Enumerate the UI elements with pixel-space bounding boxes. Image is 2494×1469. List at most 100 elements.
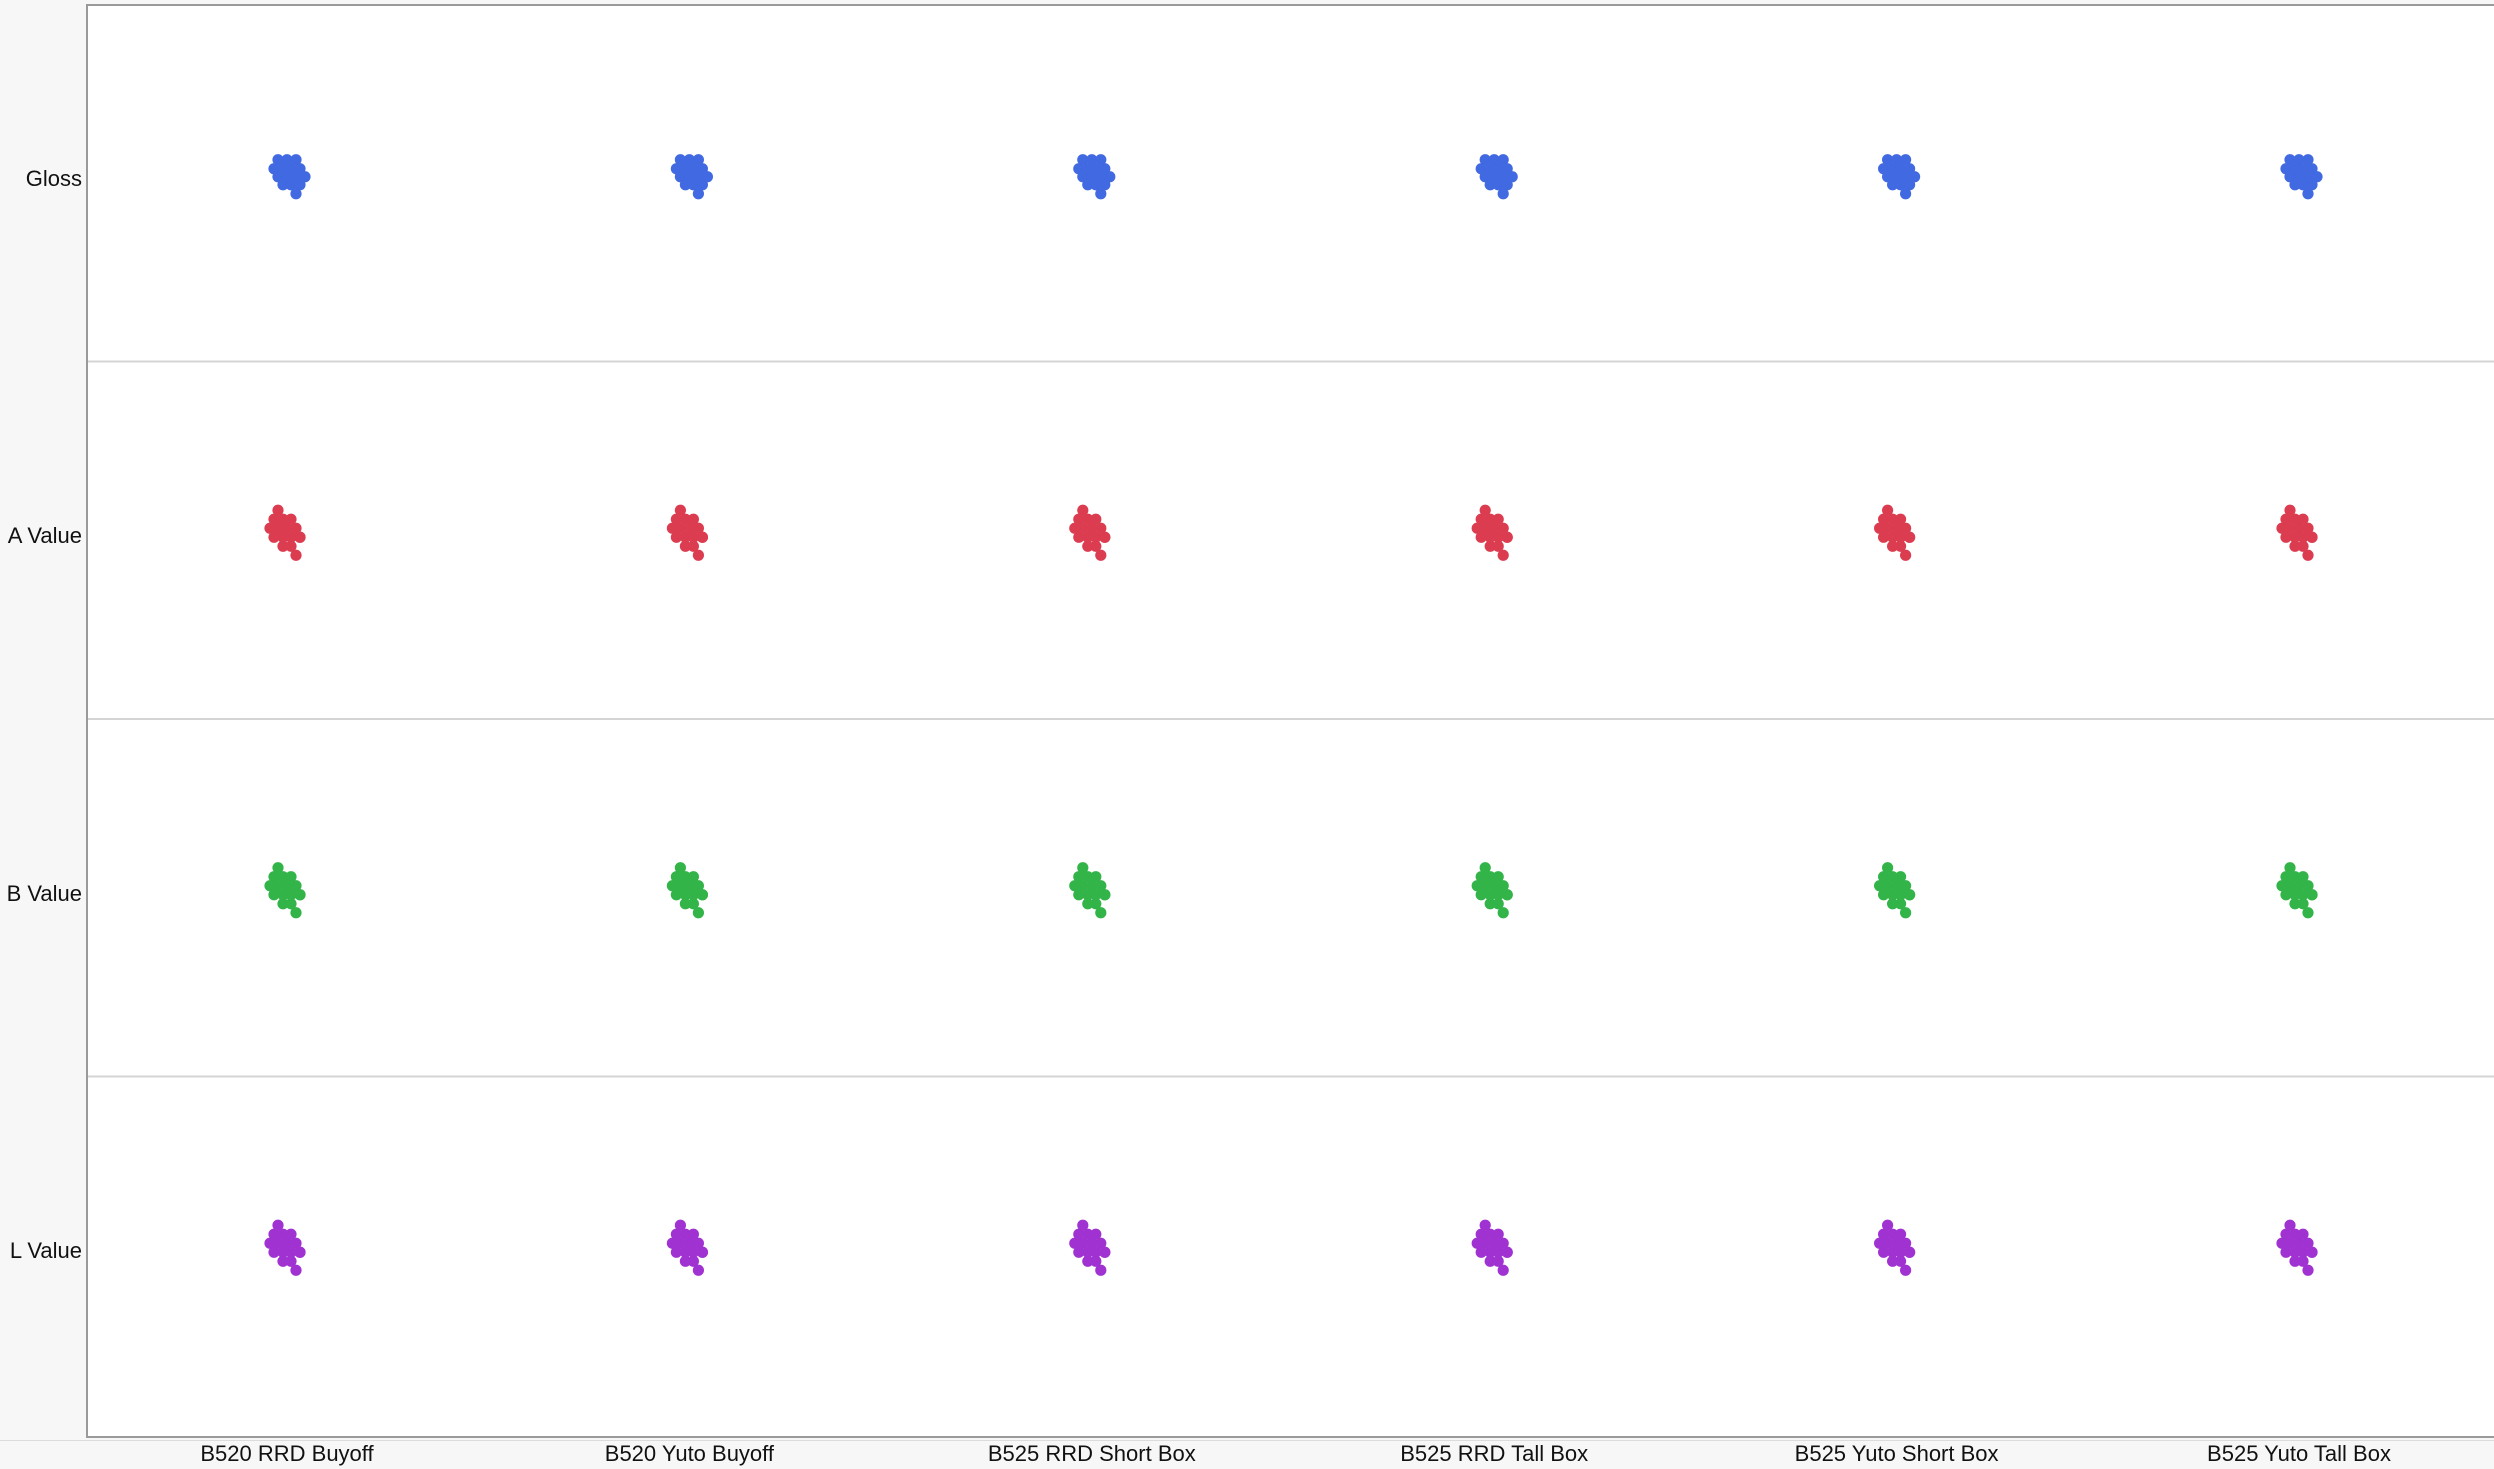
data-point	[1874, 1237, 1886, 1249]
data-point	[264, 522, 276, 534]
data-point	[2289, 1228, 2301, 1240]
data-point	[2293, 880, 2305, 892]
data-point	[2302, 1237, 2314, 1249]
data-point	[1077, 171, 1089, 183]
data-point	[1506, 171, 1518, 183]
data-point	[1484, 540, 1496, 552]
data-point	[1475, 871, 1487, 883]
data-point	[285, 531, 297, 543]
data-point	[1073, 531, 1085, 543]
data-point	[1090, 540, 1102, 552]
data-point	[272, 522, 284, 534]
category-label: B520 RRD Buyoff	[200, 1441, 374, 1466]
data-point	[290, 154, 302, 166]
data-point	[1484, 1228, 1496, 1240]
data-point	[1882, 154, 1894, 166]
data-point	[1479, 880, 1491, 892]
data-point	[290, 907, 302, 919]
data-point	[2297, 513, 2309, 525]
data-point	[299, 171, 311, 183]
category-label: B525 Yuto Short Box	[1794, 1441, 1999, 1466]
data-point	[2297, 889, 2309, 901]
data-point	[687, 898, 700, 910]
data-point	[2297, 531, 2309, 543]
data-point	[1878, 871, 1890, 883]
data-point	[1484, 531, 1496, 543]
data-point	[2293, 171, 2305, 183]
data-point	[1882, 1219, 1894, 1231]
data-point	[268, 513, 280, 525]
data-point	[1069, 1237, 1081, 1249]
category-label: B520 Yuto Buyoff	[604, 1441, 775, 1466]
data-point	[1090, 1255, 1102, 1267]
data-point	[268, 889, 280, 901]
data-point	[1077, 522, 1089, 534]
data-point	[1882, 880, 1894, 892]
data-point	[1904, 1246, 1916, 1258]
data-point	[294, 1246, 306, 1258]
data-point	[683, 880, 696, 892]
data-point	[1090, 531, 1102, 543]
data-point	[1904, 531, 1916, 543]
data-point	[683, 522, 696, 534]
data-point	[687, 513, 700, 525]
data-point	[683, 171, 696, 183]
data-point	[1492, 513, 1504, 525]
data-point	[1077, 504, 1089, 516]
data-point	[1895, 898, 1907, 910]
data-point	[1878, 531, 1890, 543]
data-point	[1887, 540, 1899, 552]
data-point	[679, 531, 692, 543]
data-point	[1497, 907, 1509, 919]
data-point	[1497, 880, 1509, 892]
data-point	[679, 898, 692, 910]
data-point	[1887, 1228, 1899, 1240]
data-point	[1887, 889, 1899, 901]
data-point	[1891, 522, 1903, 534]
data-point	[674, 880, 687, 892]
data-point	[2289, 889, 2301, 901]
data-point	[2276, 880, 2288, 892]
x-axis-strip	[0, 1440, 2494, 1469]
data-point	[1475, 1246, 1487, 1258]
data-point	[687, 889, 700, 901]
data-point	[2302, 907, 2314, 919]
data-point	[1077, 880, 1089, 892]
data-point	[679, 540, 692, 552]
data-point	[2289, 540, 2301, 552]
data-point	[687, 871, 700, 883]
data-point	[277, 540, 289, 552]
data-point	[285, 1228, 297, 1240]
data-point	[290, 880, 302, 892]
data-point	[1878, 889, 1890, 901]
data-point	[692, 522, 705, 534]
data-point	[1891, 154, 1903, 166]
data-point	[294, 179, 306, 191]
data-point	[1095, 907, 1107, 919]
data-point	[2289, 871, 2301, 883]
data-point	[1086, 522, 1098, 534]
data-point	[1090, 889, 1102, 901]
data-point	[281, 171, 293, 183]
data-point	[1082, 540, 1094, 552]
data-point	[1882, 1237, 1894, 1249]
data-point	[1895, 1255, 1907, 1267]
data-point	[1479, 171, 1491, 183]
data-point	[1900, 907, 1912, 919]
data-point	[272, 504, 284, 516]
data-point	[285, 540, 297, 552]
data-point	[696, 1246, 709, 1258]
data-point	[281, 154, 293, 166]
data-point	[2302, 188, 2314, 200]
data-point	[2306, 179, 2318, 191]
data-point	[1484, 898, 1496, 910]
data-point	[1492, 540, 1504, 552]
data-point	[2284, 504, 2296, 516]
data-point	[674, 1219, 687, 1231]
data-point	[1471, 1237, 1483, 1249]
data-point	[1497, 1264, 1509, 1276]
data-point	[2284, 154, 2296, 166]
data-point	[2280, 531, 2292, 543]
data-point	[281, 880, 293, 892]
